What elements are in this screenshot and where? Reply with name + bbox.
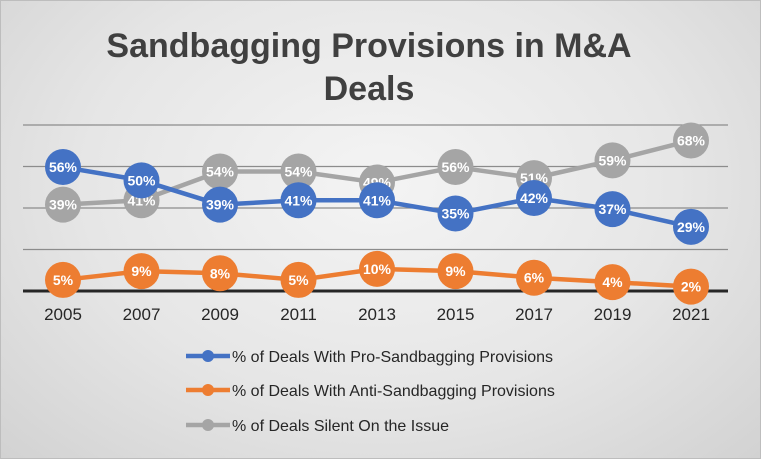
legend-marker — [202, 350, 214, 362]
data-point-marker — [359, 182, 395, 219]
data-label: 41% — [363, 192, 392, 208]
data-label: 4% — [602, 274, 623, 290]
data-label: 56% — [441, 159, 470, 175]
data-label: 9% — [131, 263, 152, 279]
data-label: 10% — [363, 261, 392, 277]
data-label: 68% — [677, 132, 706, 148]
series-1: 5% 9% 8% 5% 10% 9% 6% 4% 2% — [45, 250, 709, 305]
data-label: 54% — [206, 163, 235, 179]
data-point-marker — [673, 208, 709, 245]
data-point-marker — [280, 153, 317, 190]
legend-item: % of Deals With Pro-Sandbagging Provisio… — [186, 349, 553, 366]
data-label: 8% — [210, 265, 231, 281]
x-tick-label: 2019 — [594, 305, 632, 324]
x-tick-label: 2007 — [123, 305, 161, 324]
data-label: 29% — [677, 219, 706, 235]
x-axis: 2005 2007 2009 2011 2013 2015 2017 2019 2021 — [44, 305, 710, 324]
data-label: 37% — [598, 201, 627, 217]
legend-label: % of Deals With Anti-Sandbagging Provisi… — [232, 383, 555, 400]
data-label: 2% — [681, 279, 702, 295]
data-label: 59% — [598, 152, 627, 168]
data-point-marker — [673, 268, 709, 305]
data-point-marker — [516, 259, 552, 296]
chart-title: Sandbagging Provisions in M&A Deals — [106, 27, 631, 108]
data-point-marker — [673, 122, 709, 159]
data-point-marker — [202, 186, 238, 223]
data-point-marker — [45, 149, 81, 186]
x-tick-label: 2013 — [358, 305, 396, 324]
data-point-marker — [123, 162, 160, 199]
data-label: 35% — [441, 206, 470, 222]
data-label: 42% — [520, 190, 549, 206]
data-point-marker — [280, 182, 317, 219]
legend-item: % of Deals With Anti-Sandbagging Provisi… — [186, 383, 555, 400]
data-point-marker — [437, 149, 474, 186]
data-label: 5% — [53, 272, 74, 288]
x-tick-label: 2009 — [201, 305, 239, 324]
x-tick-label: 2005 — [44, 305, 82, 324]
data-point-marker — [202, 153, 238, 190]
data-point-marker — [45, 261, 81, 298]
chart-title-line-2: Deals — [324, 70, 415, 108]
data-label: 56% — [49, 159, 78, 175]
data-point-marker — [594, 142, 631, 179]
legend-label: % of Deals Silent On the Issue — [232, 418, 449, 435]
data-label: 6% — [524, 270, 545, 286]
data-label: 5% — [288, 272, 309, 288]
data-point-marker — [437, 195, 474, 232]
x-tick-label: 2011 — [280, 305, 317, 324]
x-tick-label: 2021 — [672, 305, 710, 324]
series-0: 56% 50% 39% 41% 41% 35% 42% 37% 29% — [45, 149, 709, 245]
data-label: 50% — [127, 172, 156, 188]
x-tick-label: 2015 — [437, 305, 475, 324]
data-point-marker — [437, 253, 474, 290]
data-point-marker — [202, 255, 238, 292]
legend-marker — [202, 419, 214, 431]
legend-item: % of Deals Silent On the Issue — [186, 418, 449, 435]
legend: % of Deals With Pro-Sandbagging Provisio… — [186, 349, 555, 435]
data-point-marker — [123, 253, 160, 290]
data-label: 9% — [445, 263, 466, 279]
series-lines: 39%41%54%54%49%56%51%59%68%56%50%39%41%4… — [45, 122, 709, 305]
x-tick-label: 2017 — [515, 305, 553, 324]
data-label: 41% — [284, 192, 313, 208]
legend-label: % of Deals With Pro-Sandbagging Provisio… — [232, 349, 553, 366]
data-label: 39% — [49, 197, 78, 213]
chart-title-line-1: Sandbagging Provisions in M&A — [106, 27, 631, 65]
data-label: 39% — [206, 197, 235, 213]
data-point-marker — [594, 264, 631, 301]
data-point-marker — [45, 186, 81, 223]
data-point-marker — [280, 261, 317, 298]
data-point-marker — [516, 180, 552, 217]
data-label: 54% — [284, 163, 313, 179]
data-point-marker — [359, 250, 395, 287]
legend-marker — [202, 384, 214, 396]
data-point-marker — [594, 191, 631, 228]
